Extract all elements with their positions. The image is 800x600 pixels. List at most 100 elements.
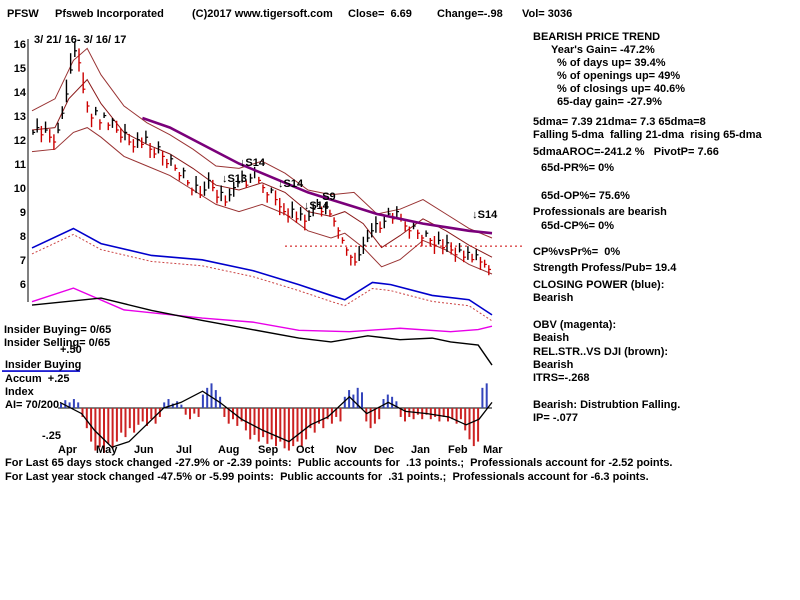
company-name: Pfsweb Incorporated	[55, 8, 164, 20]
accum-bar	[232, 408, 234, 420]
accum-bar	[60, 403, 62, 408]
accum-bar	[206, 387, 209, 408]
accum-bar	[477, 408, 480, 442]
accum-bar	[128, 408, 131, 429]
accum-bar	[425, 408, 428, 415]
right-panel-line: ITRS=-.268	[533, 372, 590, 384]
accum-bar	[236, 408, 239, 426]
accum-bar	[296, 408, 299, 442]
summary-line-65day: For Last 65 days stock changed -27.9% or…	[5, 457, 673, 469]
accum-index-line	[59, 390, 493, 448]
accum-bar	[193, 408, 196, 414]
accum-bar	[326, 408, 329, 420]
obv-line	[31, 287, 493, 333]
accum-bar	[94, 408, 97, 451]
summary-line-year: For Last year stock changed -47.5% or -5…	[5, 471, 649, 483]
accum-bar	[163, 402, 166, 408]
x-axis-month-label: Sep	[258, 444, 279, 456]
signal-label: S13	[227, 173, 248, 186]
right-panel-line: IP= -.077	[533, 412, 578, 424]
scale-minus-25-label: -.25	[42, 430, 61, 442]
right-panel-line: % of openings up= 49%	[557, 70, 681, 82]
right-panel-line: CLOSING POWER (blue):	[533, 279, 665, 291]
accum-bar	[201, 394, 204, 408]
copyright-text: (C)2017 www.tigersoft.com	[192, 8, 333, 20]
down-arrow-icon: ↓	[303, 199, 310, 212]
x-axis-month-label: Dec	[374, 444, 395, 456]
accum-bar	[240, 408, 243, 422]
accum-bar	[455, 408, 458, 424]
accum-bar	[210, 383, 213, 408]
right-panel-line: 5dma= 7.39 21dma= 7.3 65dma=8	[533, 116, 706, 128]
accum-bar	[270, 408, 273, 440]
accum-bar	[300, 408, 303, 447]
x-axis-month-label: Aug	[218, 444, 240, 456]
accum-bar	[133, 408, 136, 433]
accum-bar	[81, 408, 84, 417]
ticker-symbol: PFSW	[7, 8, 39, 20]
accum-bar	[416, 408, 419, 415]
right-panel-line: % of closings up= 40.6%	[557, 83, 686, 95]
signal-label: S14	[309, 199, 329, 212]
right-panel-line: Bearish	[533, 292, 574, 304]
right-panel-line: 65-day gain= -27.9%	[557, 96, 662, 108]
accum-bar	[283, 408, 286, 449]
accum-bar	[464, 408, 467, 431]
accum-bar	[412, 408, 415, 420]
insider-buying-label: Insider Buying	[5, 359, 82, 371]
x-axis-month-label: Apr	[58, 444, 77, 456]
accum-bar	[223, 408, 226, 417]
accum-bar	[305, 408, 308, 440]
accum-bar	[146, 408, 148, 426]
accum-bar	[361, 392, 363, 408]
accum-bar	[150, 408, 153, 420]
down-arrow-icon: ↓	[472, 209, 478, 222]
accum-bar	[141, 408, 144, 422]
accum-bar	[391, 396, 394, 408]
accum-bar	[365, 408, 368, 422]
right-panel-line: 5dmaAROC=-241.2 % PivotP= 7.66	[533, 146, 719, 158]
signal-label: S14	[283, 178, 304, 191]
right-panel-line: Year's Gain= -47.2%	[551, 44, 655, 56]
price-axis-tick: 8	[19, 231, 26, 243]
x-axis-month-label: Nov	[336, 444, 357, 456]
x-axis-month-label: Oct	[296, 444, 315, 456]
right-panel-line: Strength Profess/Pub= 19.4	[533, 262, 677, 274]
sell-signal: ↓S14	[240, 157, 265, 169]
accum-bar	[184, 408, 187, 415]
x-axis-month-label: Feb	[448, 444, 468, 456]
accum-bar	[434, 408, 437, 417]
right-panel-line: REL.STR..VS DJI (brown):	[533, 346, 669, 358]
accum-bar	[309, 408, 312, 429]
accum-bar	[292, 408, 295, 447]
accum-bar	[275, 408, 277, 447]
65-dma-line	[141, 116, 493, 235]
accum-bar	[459, 408, 462, 420]
accum-bar	[395, 401, 398, 408]
accum-bar	[279, 408, 282, 442]
right-panel-line: % of days up= 39.4%	[557, 57, 666, 69]
accum-bar	[72, 399, 75, 408]
accum-bar	[447, 408, 449, 422]
right-panel-line: Bearish	[533, 359, 574, 371]
right-panel-line: Falling 5-dma falling 21-dma rising 65-d…	[533, 129, 762, 141]
index-label: Index	[5, 386, 34, 398]
accum-bar	[124, 408, 127, 438]
accum-bar	[451, 408, 454, 420]
accum-bar	[481, 387, 484, 408]
accum-scale-label: Accum +.25	[5, 373, 70, 385]
accum-bar	[335, 408, 338, 417]
sell-signal: ↓S14	[278, 178, 303, 190]
accum-bar	[438, 408, 441, 422]
closing-power-dotted-line	[31, 233, 493, 322]
accum-bar	[253, 408, 256, 435]
signal-label: S14	[477, 209, 498, 222]
x-axis-month-label: Jan	[411, 444, 430, 456]
accum-bar	[227, 408, 230, 424]
accum-bar	[404, 408, 406, 422]
accum-bar	[322, 408, 325, 429]
closing-power-line	[31, 227, 493, 316]
right-panel-line: 65d-PR%= 0%	[541, 162, 615, 174]
accum-bar	[485, 383, 488, 408]
